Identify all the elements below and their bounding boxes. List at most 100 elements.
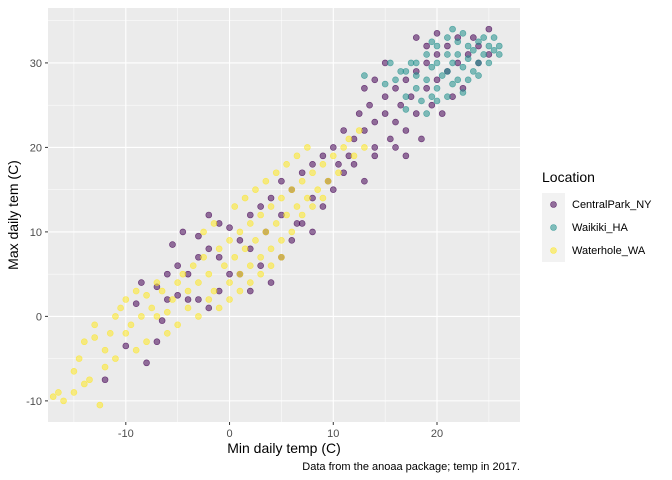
data-point [418, 97, 425, 105]
data-point [86, 376, 93, 384]
grid-major [48, 8, 520, 422]
data-point [428, 63, 436, 71]
data-points [49, 25, 503, 409]
grid-minor [48, 8, 520, 422]
data-point [298, 211, 306, 219]
data-point [298, 169, 306, 177]
data-point [91, 321, 98, 329]
data-point [423, 42, 430, 50]
data-point [127, 321, 135, 329]
data-point [231, 203, 239, 210]
data-point [184, 304, 192, 312]
data-point [319, 152, 327, 160]
data-point [485, 42, 493, 50]
data-point [293, 152, 301, 160]
data-point [350, 161, 358, 168]
data-point [444, 42, 451, 50]
data-point [205, 296, 213, 303]
data-point [444, 93, 451, 101]
data-point [464, 76, 472, 84]
data-point [195, 232, 202, 240]
data-point [449, 59, 456, 67]
data-point [433, 97, 441, 105]
series-Waterhole_WA [49, 127, 368, 409]
data-point [257, 253, 264, 261]
data-point [350, 152, 358, 160]
legend-key-dot [550, 201, 557, 208]
data-point [174, 321, 181, 329]
data-point [319, 203, 327, 210]
y-tick-label: 0 [36, 311, 42, 323]
data-point [55, 389, 62, 396]
data-point [423, 59, 430, 67]
data-point [293, 203, 301, 210]
data-point [459, 89, 467, 96]
data-point [335, 169, 342, 177]
data-point [412, 110, 420, 117]
data-point [283, 211, 290, 219]
data-point [433, 84, 441, 92]
data-point [195, 313, 202, 320]
data-point [174, 262, 181, 269]
data-point [402, 152, 410, 160]
data-point [169, 241, 176, 248]
data-point [117, 304, 124, 312]
data-point [91, 334, 98, 341]
data-point [158, 287, 166, 295]
data-point [112, 313, 119, 320]
data-point [81, 380, 88, 388]
data-point [423, 76, 430, 84]
data-point [163, 270, 171, 278]
data-point [371, 76, 379, 84]
data-point [444, 68, 451, 75]
data-point [361, 84, 368, 92]
data-point [49, 393, 57, 400]
data-point [101, 363, 109, 371]
data-point [267, 262, 275, 269]
y-tick-label: 30 [30, 58, 42, 70]
y-axis-title: Max daily tem (C) [5, 160, 21, 270]
data-point [138, 313, 145, 320]
y-axis-ticks: -10 0 10 20 30 [26, 58, 48, 408]
data-point [153, 279, 161, 286]
data-point [257, 203, 264, 210]
data-point [112, 355, 119, 362]
data-point [298, 177, 306, 185]
data-point [495, 51, 503, 58]
data-point [459, 63, 467, 71]
data-point [138, 279, 145, 286]
data-point [283, 161, 290, 168]
data-point [122, 329, 130, 337]
data-point [459, 30, 467, 37]
data-point [381, 110, 389, 117]
data-point [371, 144, 379, 151]
y-tick-label: 10 [30, 227, 42, 239]
data-point [174, 291, 181, 299]
y-tick-label: 20 [30, 142, 42, 154]
data-point [236, 270, 244, 278]
data-point [215, 304, 223, 312]
data-point [169, 296, 176, 303]
data-point [490, 34, 498, 41]
data-point [464, 55, 472, 62]
data-point [262, 228, 270, 236]
data-point [454, 51, 462, 58]
data-point [387, 135, 394, 143]
data-point [381, 93, 389, 101]
data-point [205, 245, 213, 253]
legend-key-dot [550, 247, 557, 254]
series-Waikiki_HA [361, 25, 503, 117]
data-point [428, 93, 436, 101]
data-point [267, 194, 275, 202]
data-point [179, 270, 187, 278]
data-point [402, 127, 410, 134]
data-point [179, 228, 187, 236]
data-point [309, 203, 316, 210]
data-point [428, 38, 436, 46]
data-point [438, 72, 446, 79]
data-point [184, 296, 192, 303]
data-point [153, 313, 161, 320]
data-point [444, 51, 451, 58]
x-tick-label: 20 [431, 428, 443, 440]
data-point [246, 220, 254, 227]
